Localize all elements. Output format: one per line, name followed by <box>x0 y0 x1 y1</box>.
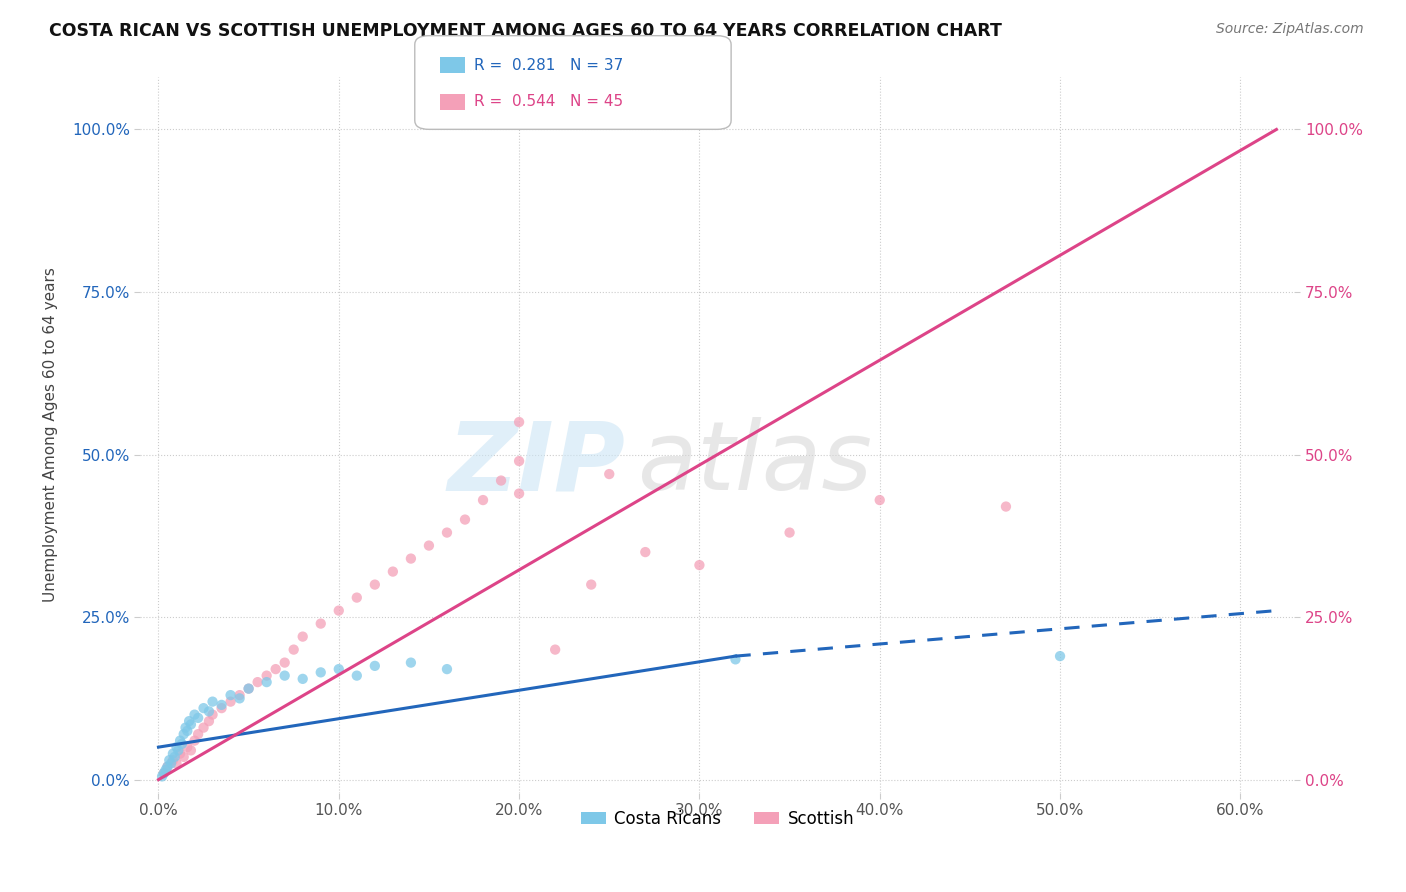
Point <box>219 688 242 702</box>
Point <box>193 701 215 715</box>
Point <box>160 756 183 771</box>
Point <box>309 665 332 680</box>
Point <box>173 750 195 764</box>
Point <box>489 474 512 488</box>
Point <box>724 652 747 666</box>
Point <box>228 691 250 706</box>
Point <box>1049 649 1071 664</box>
Point <box>153 766 176 780</box>
Text: ZIP: ZIP <box>447 417 626 510</box>
Point <box>346 591 368 605</box>
Point <box>173 727 195 741</box>
Point <box>166 756 188 771</box>
Point <box>157 753 180 767</box>
Point <box>180 717 202 731</box>
Point <box>508 415 530 429</box>
Point <box>598 467 620 481</box>
Point <box>273 668 295 682</box>
Text: COSTA RICAN VS SCOTTISH UNEMPLOYMENT AMONG AGES 60 TO 64 YEARS CORRELATION CHART: COSTA RICAN VS SCOTTISH UNEMPLOYMENT AMO… <box>49 22 1002 40</box>
Point <box>869 493 891 508</box>
Point <box>238 681 260 696</box>
Point <box>364 577 387 591</box>
Point <box>454 512 477 526</box>
Point <box>508 454 530 468</box>
Point <box>228 688 250 702</box>
Point <box>167 743 190 757</box>
Point <box>198 705 221 719</box>
Point <box>328 662 350 676</box>
Point <box>176 740 198 755</box>
Point <box>309 616 332 631</box>
Point <box>508 486 530 500</box>
Point <box>150 769 173 783</box>
Text: Source: ZipAtlas.com: Source: ZipAtlas.com <box>1216 22 1364 37</box>
Point <box>153 766 176 780</box>
Point <box>201 695 224 709</box>
Point <box>399 656 422 670</box>
Point <box>328 604 350 618</box>
Point <box>238 681 260 696</box>
Point <box>176 723 198 738</box>
Point <box>169 747 191 761</box>
Point <box>183 733 205 747</box>
Y-axis label: Unemployment Among Ages 60 to 64 years: Unemployment Among Ages 60 to 64 years <box>44 268 58 602</box>
Point <box>219 695 242 709</box>
Point <box>156 759 179 773</box>
Point <box>183 707 205 722</box>
Point <box>193 721 215 735</box>
Point <box>381 565 404 579</box>
Point <box>399 551 422 566</box>
Point <box>346 668 368 682</box>
Point <box>211 698 233 712</box>
Point <box>364 658 387 673</box>
Point <box>544 642 567 657</box>
Point <box>256 668 278 682</box>
Point <box>201 707 224 722</box>
Point <box>283 642 305 657</box>
Point <box>688 558 710 573</box>
Point <box>179 714 201 728</box>
Point <box>472 493 495 508</box>
Legend: Costa Ricans, Scottish: Costa Ricans, Scottish <box>574 803 860 834</box>
Point <box>418 539 440 553</box>
Point <box>180 743 202 757</box>
Point <box>162 753 184 767</box>
Point <box>291 672 314 686</box>
Point <box>163 750 186 764</box>
Point <box>579 577 602 591</box>
Point <box>634 545 657 559</box>
Point <box>256 675 278 690</box>
Point <box>187 727 209 741</box>
Text: R =  0.281   N = 37: R = 0.281 N = 37 <box>474 58 623 72</box>
Point <box>273 656 295 670</box>
Point <box>169 733 191 747</box>
Point <box>156 759 179 773</box>
Text: atlas: atlas <box>637 417 872 510</box>
Point <box>187 711 209 725</box>
Point <box>174 721 197 735</box>
Point <box>198 714 221 728</box>
Point <box>994 500 1017 514</box>
Point <box>166 740 188 755</box>
Point <box>264 662 287 676</box>
Point <box>291 630 314 644</box>
Point <box>170 737 193 751</box>
Point <box>155 763 177 777</box>
Point <box>436 662 458 676</box>
Text: R =  0.544   N = 45: R = 0.544 N = 45 <box>474 95 623 109</box>
Point <box>779 525 801 540</box>
Point <box>211 701 233 715</box>
Point <box>436 525 458 540</box>
Point <box>162 747 184 761</box>
Point <box>246 675 269 690</box>
